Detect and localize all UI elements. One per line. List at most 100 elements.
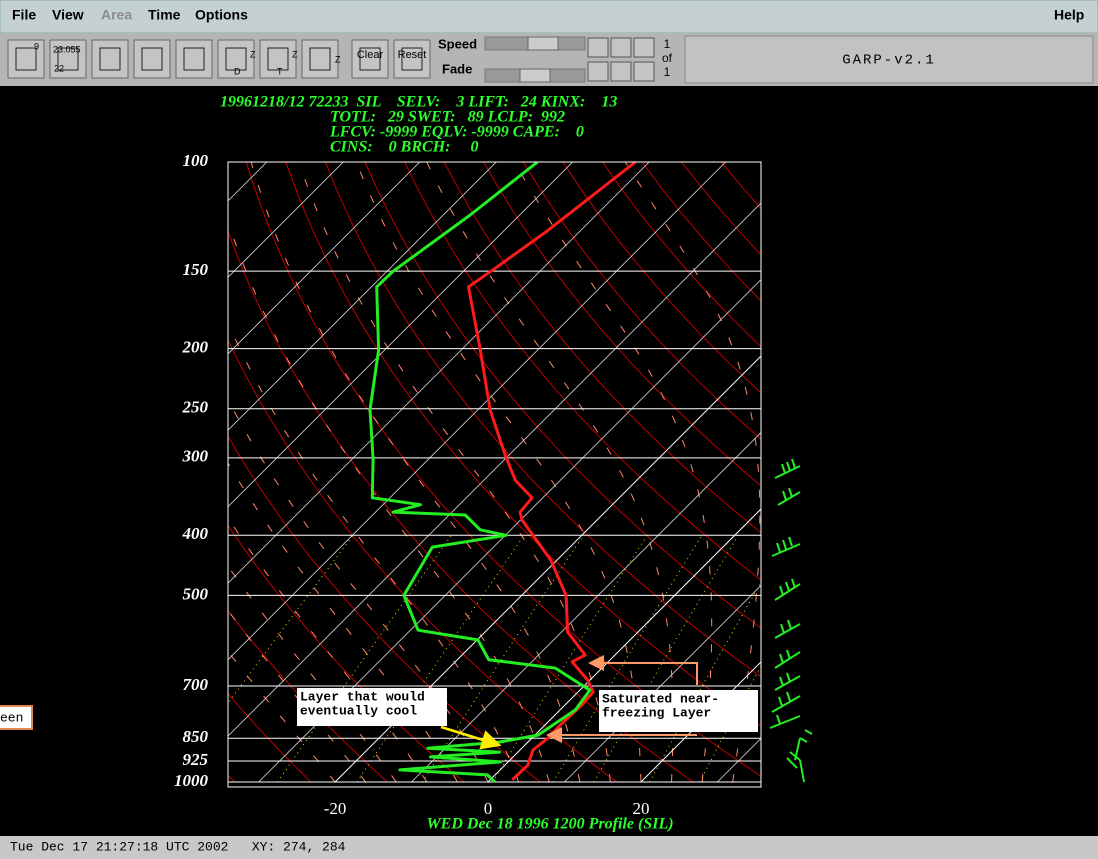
button-icon (267, 47, 289, 71)
nav-button[interactable] (633, 61, 655, 82)
y-tick-label: 300 (182, 447, 209, 466)
toolbar-button[interactable] (91, 39, 129, 79)
chart-header: LFCV: -9999 EQLV: -9999 CAPE: 0 (329, 124, 584, 141)
slider-thumb[interactable] (519, 68, 551, 83)
speed-label: Speed (438, 36, 477, 51)
x-tick-label: 20 (632, 799, 649, 818)
nav-button[interactable] (610, 37, 632, 58)
annotation-text: eventually cool (300, 703, 417, 718)
nav-button[interactable] (610, 61, 632, 82)
chart-title: WED Dec 18 1996 1200 Profile (SIL) (426, 816, 673, 833)
y-tick-label: 400 (182, 524, 209, 543)
wind-barb (777, 487, 801, 506)
y-tick-label: 100 (183, 151, 209, 170)
icon-text: Z (335, 54, 341, 64)
button-icon (309, 47, 331, 71)
clear-label[interactable]: Clear (357, 49, 384, 61)
menu-item[interactable]: File (12, 7, 36, 23)
button-icon (401, 47, 423, 71)
button-icon (359, 47, 381, 71)
wind-barbs (769, 458, 813, 783)
button-icon (183, 47, 205, 71)
isotherm-grid-line (487, 508, 761, 783)
wind-barb (786, 751, 805, 783)
y-tick-label: 150 (183, 260, 209, 279)
toolbar-button[interactable] (259, 39, 297, 79)
toolbar-button[interactable] (351, 39, 389, 79)
isotherm (228, 162, 344, 278)
menu-item[interactable]: Options (195, 7, 248, 23)
toolbar-button[interactable] (49, 39, 87, 79)
plot-frame (227, 161, 762, 788)
side-tag (0, 705, 33, 730)
slider-thumb[interactable] (527, 36, 559, 51)
isotherm (228, 162, 650, 584)
side-tag-text: een (0, 710, 23, 725)
frame-count: 1 (664, 37, 671, 51)
icon-text: T (277, 66, 283, 76)
isotherm (564, 584, 761, 783)
reset-label[interactable]: Reset (398, 49, 427, 61)
isotherm (228, 162, 573, 508)
app-title: GARP-v2.1 (842, 53, 936, 69)
moist-adiabat (355, 162, 642, 782)
y-tick-label: 1000 (174, 771, 209, 790)
wind-barb (771, 691, 801, 713)
isotherm (228, 162, 726, 661)
frame-count: of (662, 51, 673, 65)
toolbar-button[interactable] (301, 39, 339, 79)
button-icon (99, 47, 121, 71)
wind-barb (774, 578, 801, 601)
nav-button[interactable] (587, 61, 609, 82)
isotherm (258, 279, 761, 783)
x-tick-label: -20 (324, 799, 347, 818)
menu-item[interactable]: View (52, 7, 84, 23)
annotation-arrow (588, 655, 698, 685)
isotherm (228, 202, 761, 737)
icon-text: Z (250, 49, 256, 59)
moist-adiabat (624, 162, 761, 783)
menu-item: Area (101, 7, 132, 23)
title-panel (684, 35, 1094, 84)
y-tick-label: 200 (182, 338, 209, 357)
x-tick-label: 0 (484, 799, 493, 818)
icon-text: D (234, 66, 241, 76)
chart-header: 19961218/12 72233 SIL SELV: 3 LIFT: 24 K… (220, 94, 617, 111)
menu-item[interactable]: Time (148, 7, 181, 23)
chart-header: TOTL: 29 SWET: 89 LCLP: 992 (330, 109, 565, 126)
wind-barb (774, 672, 801, 691)
toolbar-button[interactable] (393, 39, 431, 79)
status-bar (0, 836, 1098, 859)
icon-text: Z (292, 49, 298, 59)
button-icon (141, 47, 163, 71)
toolbar-button[interactable] (133, 39, 171, 79)
wind-barb (771, 536, 801, 557)
icon-text: 9 (34, 41, 39, 51)
annotation-arrow (440, 725, 502, 750)
wind-barb (774, 458, 801, 479)
annotation-text: Saturated near- (602, 691, 719, 706)
annotation-text: Layer that would (300, 689, 425, 704)
nav-button[interactable] (587, 37, 609, 58)
toolbar-button[interactable] (217, 39, 255, 79)
wind-barb (774, 619, 801, 639)
y-tick-label: 250 (182, 398, 209, 417)
isotherm-grid-line (640, 661, 761, 783)
icon-text: 22 (54, 63, 64, 73)
y-tick-label: 850 (183, 727, 209, 746)
isotherm (228, 162, 497, 431)
toolbar-button[interactable] (175, 39, 213, 79)
moist-adiabat (514, 162, 713, 783)
wind-barb (774, 649, 801, 669)
button-icon (225, 47, 247, 71)
isotherm (228, 162, 421, 355)
menu-item[interactable]: Help (1054, 7, 1084, 23)
axis-labels: -20 0 20 100 150 200 250 300 400 500 700 850 925 1000 (174, 151, 649, 818)
nav-button[interactable] (633, 37, 655, 58)
fade-label: Fade (442, 61, 472, 76)
annotation-text: freezing Layer (602, 705, 711, 720)
icon-text: 23.055 (53, 44, 81, 54)
toolbar-button[interactable] (7, 39, 45, 79)
